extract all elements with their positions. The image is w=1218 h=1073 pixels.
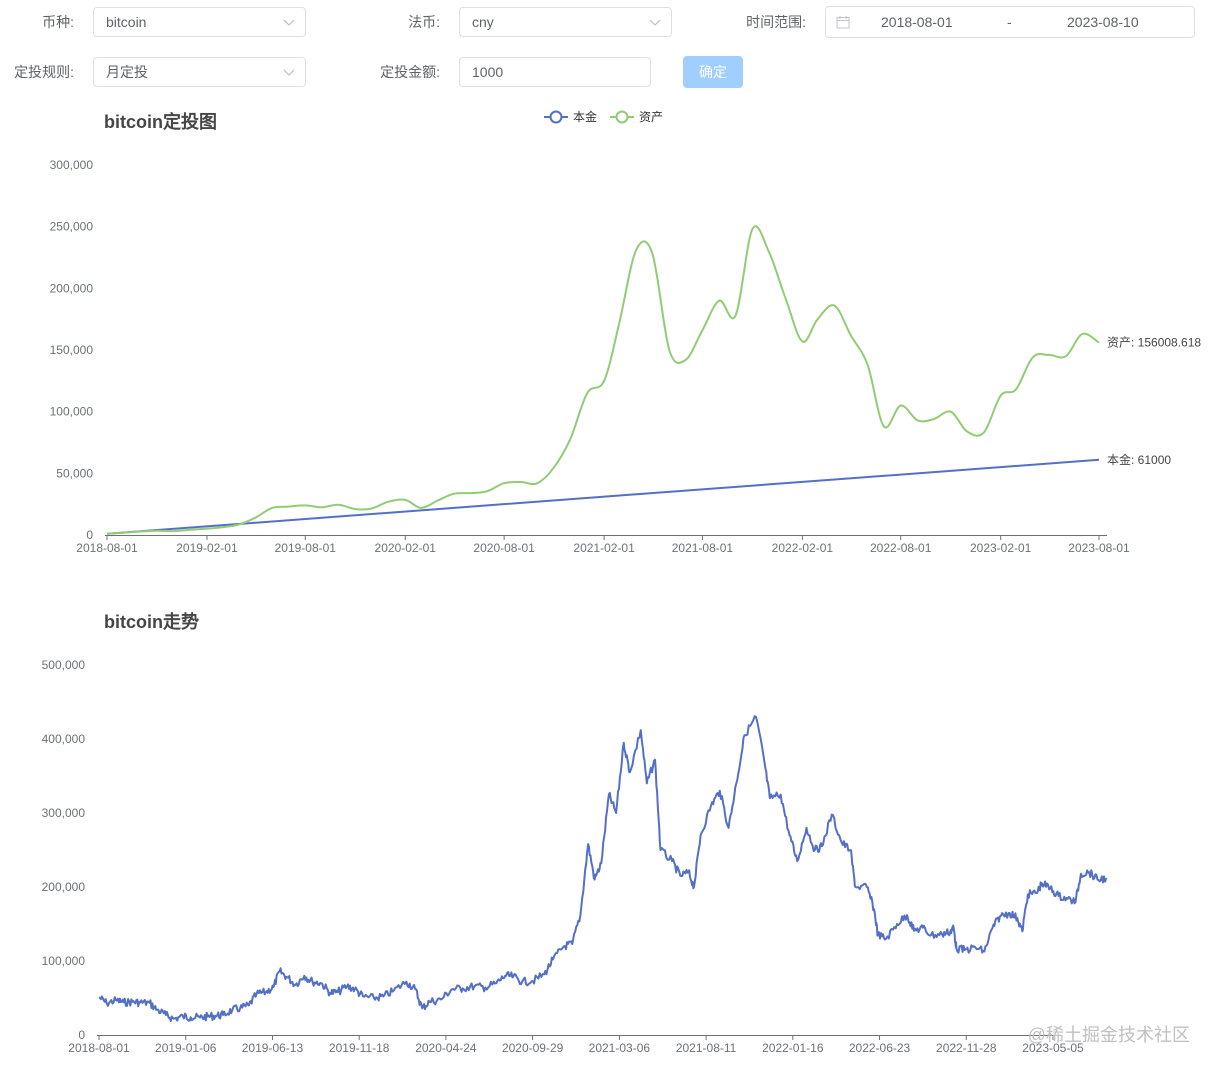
x-tick-label: 2019-06-13	[242, 1041, 304, 1055]
chart1-title: bitcoin定投图	[104, 112, 217, 132]
x-tick-label: 2021-03-06	[589, 1041, 651, 1055]
fiat-select-value: cny	[472, 14, 494, 30]
legend-label: 本金	[573, 109, 597, 124]
legend-item[interactable]: 资产	[610, 110, 663, 124]
coin-select-value: bitcoin	[106, 14, 147, 30]
y-tick-label: 200,000	[42, 880, 86, 894]
x-tick-label: 2023-08-01	[1068, 541, 1130, 555]
chevron-down-icon	[649, 19, 661, 26]
end-label: 资产: 156008.618	[1107, 336, 1201, 350]
y-tick-label: 300,000	[42, 806, 86, 820]
series-line-1	[106, 458, 1100, 535]
rule-select-value: 月定投	[106, 64, 148, 80]
date-range-picker[interactable]: 2018-08-01 - 2023-08-10	[825, 6, 1195, 38]
x-tick-label: 2019-11-18	[329, 1041, 390, 1055]
x-tick-label: 2020-08-01	[473, 541, 535, 555]
range-end[interactable]: 2023-08-10	[1067, 14, 1139, 30]
fiat-select[interactable]: cny	[459, 7, 672, 37]
x-tick-label: 2022-06-23	[849, 1041, 911, 1055]
calendar-icon	[836, 16, 850, 29]
y-tick-label: 50,000	[56, 466, 93, 480]
coin-label: 币种:	[42, 14, 74, 30]
amount-input[interactable]	[459, 57, 651, 87]
chevron-down-icon	[283, 69, 295, 76]
x-tick-label: 2022-02-01	[772, 541, 834, 555]
range-start[interactable]: 2018-08-01	[881, 14, 953, 30]
x-tick-label: 2019-01-06	[155, 1041, 217, 1055]
series-line-2	[106, 225, 1100, 535]
x-tick-label: 2019-08-01	[275, 541, 337, 555]
y-tick-label: 250,000	[50, 220, 94, 234]
legend-item[interactable]: 本金	[544, 109, 597, 124]
chart2-title: bitcoin走势	[104, 612, 199, 632]
y-tick-label: 100,000	[42, 954, 86, 968]
x-tick-label: 2022-08-01	[870, 541, 932, 555]
x-tick-label: 2021-08-11	[676, 1041, 737, 1055]
dca-chart: 0 50,000 100,000 150,000 200,000 250,000 300,0…	[50, 109, 1202, 555]
y-tick-label: 0	[78, 1028, 85, 1042]
x-tick-label: 2023-02-01	[970, 541, 1032, 555]
series-line-1	[98, 715, 1108, 1022]
x-tick-label: 2019-02-01	[176, 541, 238, 555]
x-tick-label: 2022-01-16	[762, 1041, 824, 1055]
rule-label: 定投规则:	[14, 64, 74, 80]
range-separator: -	[1007, 14, 1012, 30]
x-tick-label: 2021-02-01	[573, 541, 635, 555]
x-tick-label: 2018-08-01	[68, 1041, 130, 1055]
y-tick-label: 0	[86, 528, 93, 542]
range-label: 时间范围:	[746, 14, 806, 30]
y-tick-label: 200,000	[50, 281, 94, 295]
legend-marker	[549, 110, 563, 124]
y-tick-label: 400,000	[42, 732, 86, 746]
x-tick-label: 2018-08-01	[76, 541, 138, 555]
x-tick-label: 2020-04-24	[415, 1041, 477, 1055]
y-tick-label: 300,000	[50, 158, 94, 172]
x-tick-label: 2020-02-01	[375, 541, 437, 555]
legend-marker	[615, 110, 629, 124]
amount-label: 定投金额:	[380, 64, 440, 80]
x-tick-label: 2021-08-01	[672, 541, 734, 555]
y-tick-label: 500,000	[42, 658, 86, 672]
confirm-button[interactable]: 确定	[683, 56, 743, 88]
y-tick-label: 100,000	[50, 405, 94, 419]
legend-label: 资产	[639, 110, 663, 124]
x-tick-label: 2022-11-28	[936, 1041, 997, 1055]
y-tick-label: 150,000	[50, 343, 94, 357]
watermark-text: @稀土掘金技术社区	[1027, 1025, 1190, 1045]
rule-select[interactable]: 月定投	[93, 57, 306, 87]
x-tick-label: 2020-09-29	[502, 1041, 564, 1055]
end-label: 本金: 61000	[1107, 452, 1171, 467]
fiat-label: 法币:	[408, 14, 440, 30]
chevron-down-icon	[283, 19, 295, 26]
coin-select[interactable]: bitcoin	[93, 7, 306, 37]
